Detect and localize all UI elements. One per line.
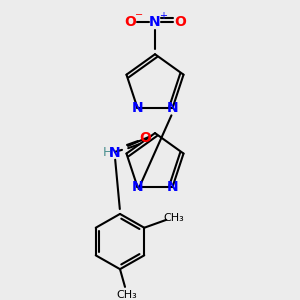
Text: H: H bbox=[102, 146, 112, 159]
Text: N: N bbox=[132, 101, 143, 115]
Text: O: O bbox=[124, 15, 136, 29]
Text: N: N bbox=[132, 180, 143, 194]
Text: CH₃: CH₃ bbox=[164, 213, 184, 223]
Text: N: N bbox=[167, 180, 178, 194]
Text: CH₃: CH₃ bbox=[117, 290, 137, 300]
Text: O: O bbox=[174, 15, 186, 29]
Text: N: N bbox=[149, 15, 161, 29]
Text: O: O bbox=[139, 131, 151, 145]
Text: N: N bbox=[109, 146, 121, 160]
Text: N: N bbox=[167, 101, 178, 115]
Text: −: − bbox=[135, 10, 143, 20]
Text: +: + bbox=[159, 11, 167, 21]
